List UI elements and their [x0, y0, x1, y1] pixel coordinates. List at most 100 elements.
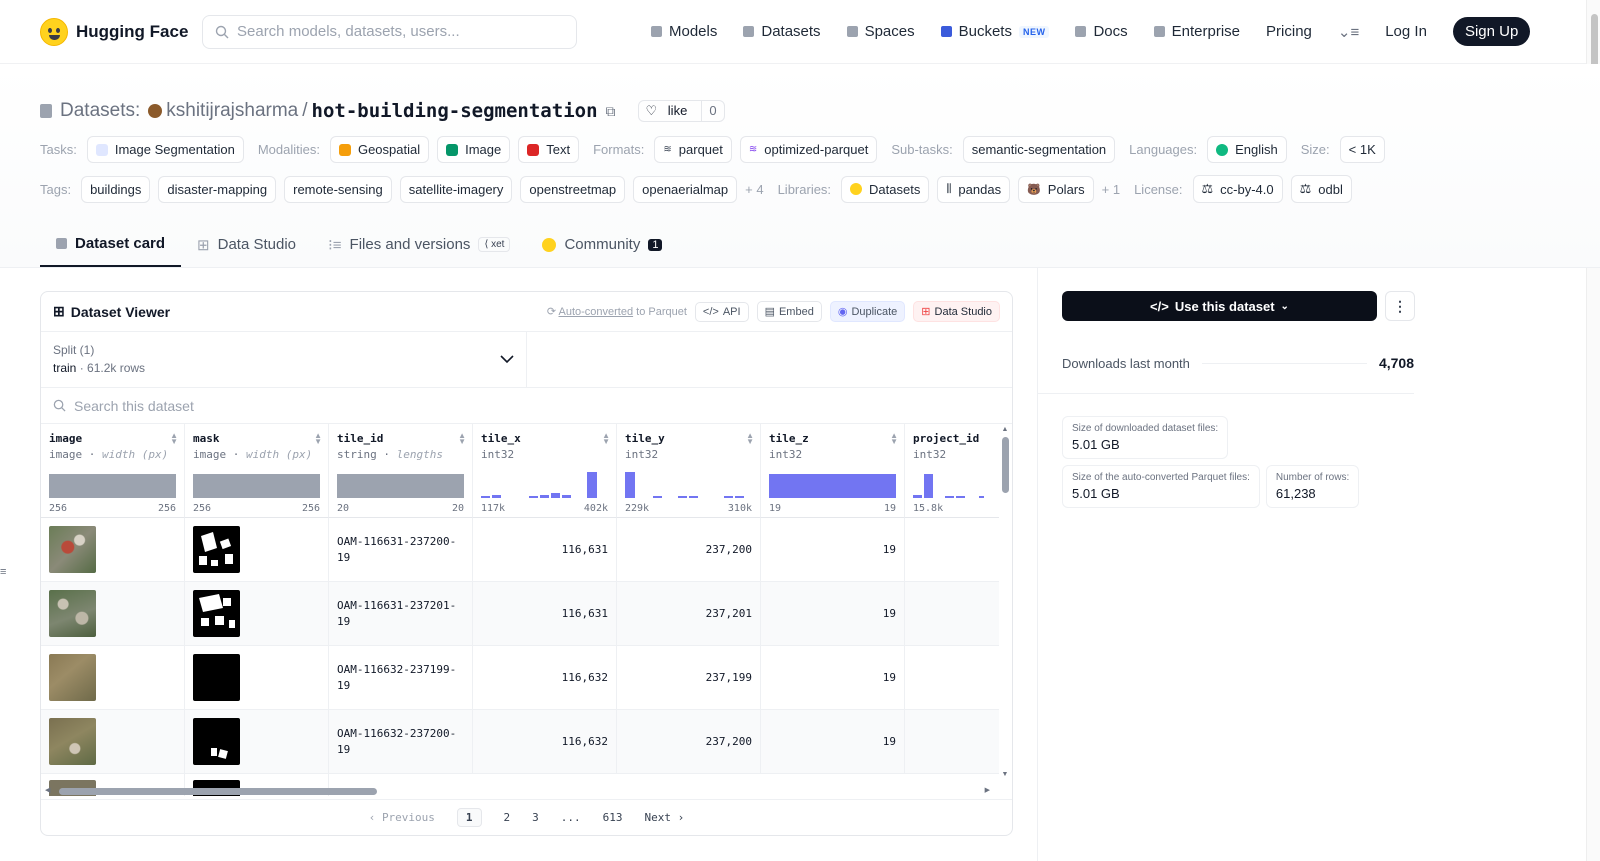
tag-license-cc-by[interactable]: ⚖ cc-by-4.0: [1192, 175, 1283, 203]
tile-x-cell[interactable]: 116,632: [473, 710, 617, 773]
next-page-button[interactable]: Next ›: [644, 811, 685, 824]
tag-task[interactable]: Image Segmentation: [86, 136, 244, 163]
tag-license-odbl[interactable]: ⚖ odbl: [1290, 175, 1352, 203]
column-header-tile-z[interactable]: tile_z int32 ▲ ▼ 19 19: [761, 424, 905, 518]
tile-id-cell[interactable]: OAM-116631-237201-19: [329, 582, 473, 645]
tag-library-datasets[interactable]: Datasets: [841, 175, 930, 203]
login-link[interactable]: Log In: [1385, 23, 1427, 40]
nav-models[interactable]: Models: [651, 23, 717, 40]
page-2-button[interactable]: 2: [503, 811, 511, 824]
tile-z-cell[interactable]: 19: [761, 710, 905, 773]
tile-z-cell[interactable]: 19: [761, 646, 905, 709]
api-button[interactable]: </> API: [694, 301, 749, 322]
duplicate-button[interactable]: ◉ Duplicate: [829, 301, 906, 322]
tab-dataset-card[interactable]: Dataset card: [40, 235, 182, 267]
more-options-icon[interactable]: ⋮: [1385, 291, 1415, 321]
tile-x-cell[interactable]: 116,632: [473, 646, 617, 709]
tags-more-link[interactable]: + 4: [745, 181, 764, 197]
tab-community[interactable]: Community 1: [526, 235, 678, 267]
sidebar-toggle-icon[interactable]: ≡: [0, 566, 7, 578]
tile-y-cell[interactable]: 237,201: [617, 582, 761, 645]
page-last-button[interactable]: 613: [602, 811, 623, 824]
mask-thumbnail[interactable]: [193, 590, 240, 637]
table-row[interactable]: OAM-116631-237200-19 116,631 237,200 19: [41, 518, 999, 582]
sort-icon[interactable]: ▲ ▼: [170, 431, 178, 446]
nav-buckets[interactable]: Buckets NEW: [940, 23, 1050, 40]
tile-z-cell[interactable]: 19: [761, 582, 905, 645]
tile-x-cell[interactable]: 116,631: [473, 582, 617, 645]
sort-icon[interactable]: ▲ ▼: [746, 431, 754, 446]
table-row[interactable]: OAM-116631-237201-19 116,631 237,201 19: [41, 582, 999, 646]
column-header-tile-x[interactable]: tile_x int32 ▲ ▼ 117k 402k: [473, 424, 617, 518]
embed-button[interactable]: ▤ Embed: [756, 301, 822, 322]
table-row[interactable]: OAM-116632-237199-19 116,632 237,199 19: [41, 646, 999, 710]
tag-library-polars[interactable]: 🐻 Polars: [1018, 175, 1094, 203]
tile-y-cell[interactable]: 237,200: [617, 710, 761, 773]
column-header-tile-id[interactable]: tile_id string · lengths ▲ ▼ 20 20: [329, 424, 473, 518]
satellite-image-thumbnail[interactable]: [49, 526, 96, 573]
image-cell[interactable]: [41, 518, 185, 581]
nav-docs[interactable]: Docs: [1075, 23, 1128, 40]
libraries-more-link[interactable]: + 1: [1101, 181, 1121, 197]
satellite-image-thumbnail[interactable]: [49, 654, 96, 701]
sort-icon[interactable]: ▲ ▼: [314, 431, 322, 446]
dataset-search-input[interactable]: Search this dataset: [41, 388, 1012, 424]
nav-enterprise[interactable]: Enterprise: [1153, 23, 1240, 40]
tag-library-pandas[interactable]: ⫼ pandas: [937, 175, 1011, 203]
tile-x-cell[interactable]: 116,631: [473, 518, 617, 581]
tag-disaster-mapping[interactable]: disaster-mapping: [158, 175, 277, 203]
nav-pricing[interactable]: Pricing: [1266, 23, 1312, 40]
satellite-image-thumbnail[interactable]: [49, 590, 96, 637]
tag-openaerialmap[interactable]: openaerialmap: [633, 175, 738, 203]
tile-id-cell[interactable]: OAM-116631-237200-19: [329, 518, 473, 581]
page-1-button[interactable]: 1: [456, 808, 482, 827]
repo-name[interactable]: hot-building-segmentation: [311, 100, 598, 122]
tag-modality-geospatial[interactable]: Geospatial: [329, 136, 430, 163]
use-this-dataset-button[interactable]: </> Use this dataset ⌄: [1062, 291, 1377, 321]
satellite-image-thumbnail[interactable]: [49, 718, 96, 765]
column-header-tile-y[interactable]: tile_y int32 ▲ ▼ 229k 310k: [617, 424, 761, 518]
sort-icon[interactable]: ▲ ▼: [602, 431, 610, 446]
previous-page-button[interactable]: ‹ Previous: [368, 811, 435, 824]
grid-horizontal-scrollbar[interactable]: ◀ ▶: [45, 787, 990, 795]
copy-icon[interactable]: ⧉: [605, 102, 616, 119]
tag-subtask[interactable]: semantic-segmentation: [962, 136, 1116, 163]
auto-converted-link[interactable]: Auto-converted: [558, 306, 634, 318]
mask-cell[interactable]: [185, 710, 329, 773]
split-selector[interactable]: Split (1) train · 61.2k rows: [41, 332, 527, 387]
tag-openstreetmap[interactable]: openstreetmap: [520, 175, 626, 203]
tag-format-parquet[interactable]: ≋ parquet: [654, 136, 732, 163]
like-button[interactable]: ♡ like 0: [637, 100, 725, 122]
image-cell[interactable]: [41, 646, 185, 709]
nav-spaces[interactable]: Spaces: [846, 23, 915, 40]
global-search-input[interactable]: Search models, datasets, users...: [202, 14, 577, 49]
mask-cell[interactable]: [185, 518, 329, 581]
tag-modality-text[interactable]: Text: [518, 136, 580, 163]
column-header-image[interactable]: image image · width (px) ▲ ▼ 256 256: [41, 424, 185, 518]
tag-modality-image[interactable]: Image: [437, 136, 511, 163]
tag-satellite-imagery[interactable]: satellite-imagery: [399, 175, 513, 203]
signup-button[interactable]: Sign Up: [1452, 17, 1531, 46]
image-cell[interactable]: [41, 710, 185, 773]
tab-files-versions[interactable]: ⁝≡ Files and versions ⟨ xet: [312, 235, 526, 267]
grid-vertical-scrollbar[interactable]: ▲ ▼: [1001, 426, 1009, 778]
mask-thumbnail[interactable]: [193, 526, 240, 573]
nav-datasets[interactable]: Datasets: [743, 23, 821, 40]
more-menu-icon[interactable]: ⌄≡: [1337, 23, 1360, 41]
mask-cell[interactable]: [185, 646, 329, 709]
repo-owner-link[interactable]: kshitijrajsharma: [166, 100, 299, 121]
tile-z-cell[interactable]: 19: [761, 518, 905, 581]
page-3-button[interactable]: 3: [532, 811, 539, 824]
tag-remote-sensing[interactable]: remote-sensing: [284, 175, 392, 203]
tag-size[interactable]: < 1K: [1339, 136, 1385, 163]
tile-id-cell[interactable]: OAM-116632-237199-19: [329, 646, 473, 709]
mask-cell[interactable]: [185, 582, 329, 645]
mask-thumbnail[interactable]: [193, 654, 240, 701]
sort-icon[interactable]: ▲ ▼: [890, 431, 898, 446]
tile-id-cell[interactable]: OAM-116632-237200-19: [329, 710, 473, 773]
sort-icon[interactable]: ▲ ▼: [458, 431, 466, 446]
tab-data-studio[interactable]: ⊞ Data Studio: [181, 235, 312, 267]
image-cell[interactable]: [41, 582, 185, 645]
table-row[interactable]: OAM-116632-237200-19 116,632 237,200 19: [41, 710, 999, 774]
tag-language[interactable]: English: [1207, 136, 1287, 163]
